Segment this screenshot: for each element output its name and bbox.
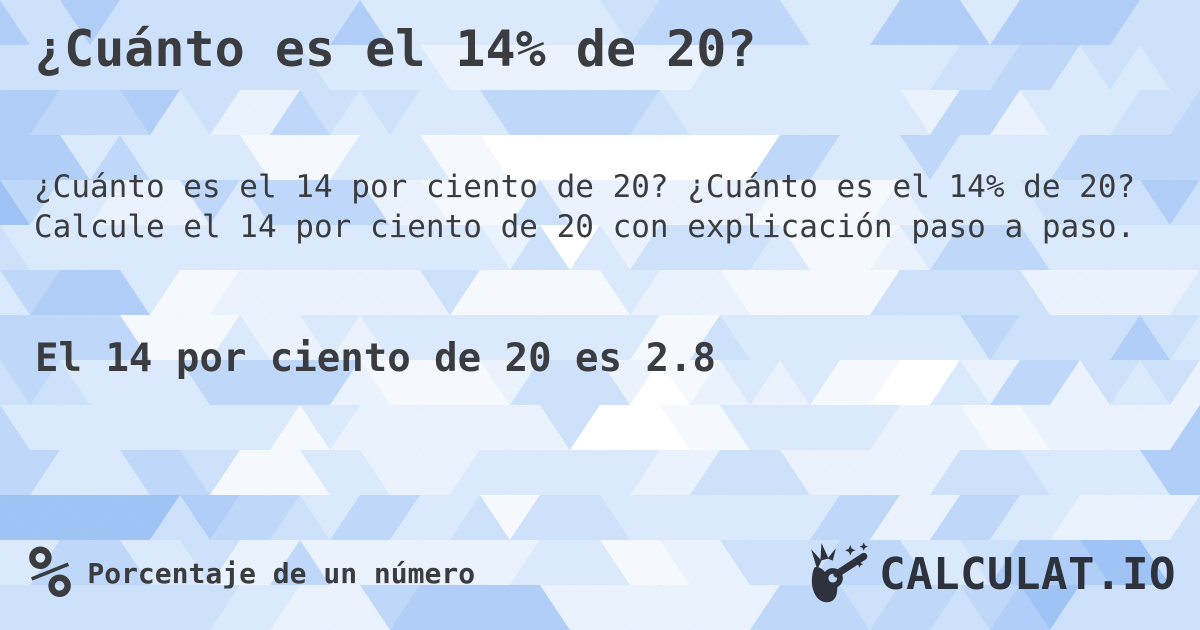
brand-logo: CALCULAT.IO — [807, 541, 1176, 607]
answer-text: El 14 por ciento de 20 es 2.8 — [35, 336, 716, 381]
percent-icon: % — [28, 529, 72, 614]
magic-wand-hand-icon — [811, 542, 868, 603]
category-badge: % Porcentaje de un número — [28, 529, 476, 614]
page-description: ¿Cuánto es el 14 por ciento de 20? ¿Cuán… — [34, 169, 1136, 245]
brand-name: CALCULAT.IO — [879, 548, 1176, 600]
footer: % Porcentaje de un número — [28, 534, 1176, 614]
page-title: ¿Cuánto es el 14% de 20? — [34, 20, 757, 78]
category-label: Porcentaje de un número — [87, 557, 476, 591]
